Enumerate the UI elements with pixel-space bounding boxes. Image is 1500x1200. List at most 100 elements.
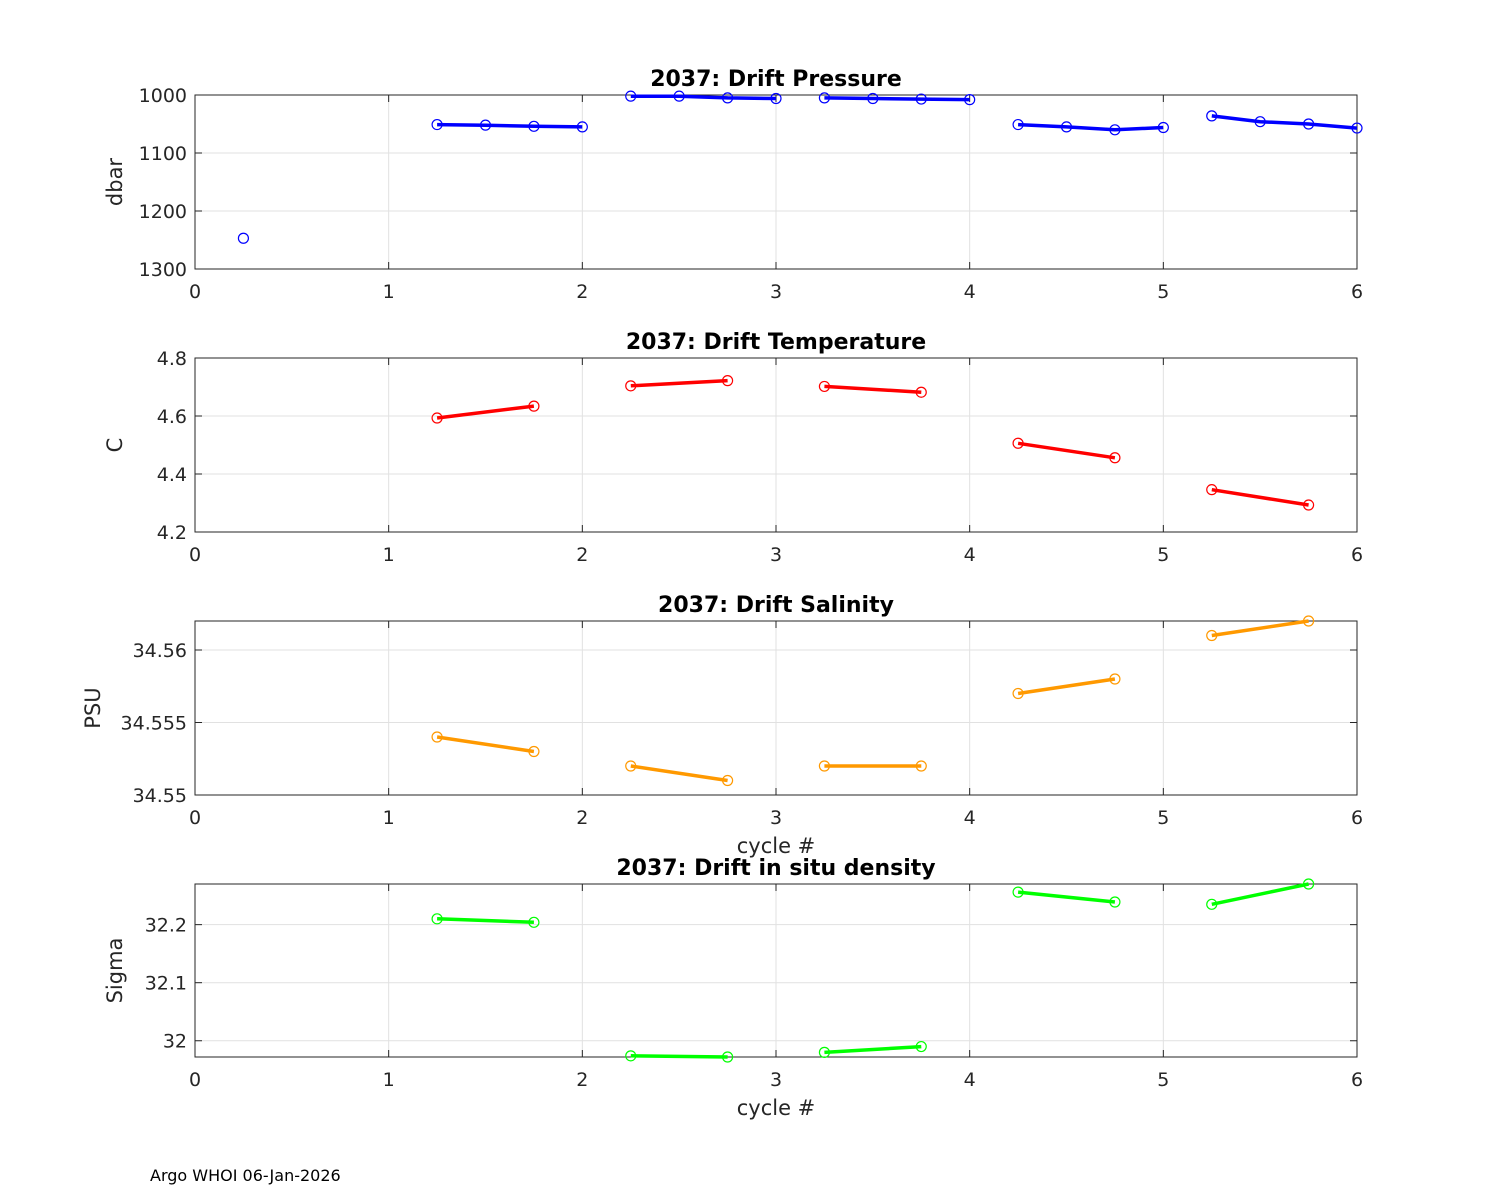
- x-tick-label: 1: [383, 281, 395, 303]
- data-point: [431, 731, 443, 743]
- chart-salinity: 0 1 2 3 4 5 6 34.55 34.555 34.56 2037: Drift Salin…: [81, 593, 1363, 858]
- x-tick-label: 1: [383, 544, 395, 566]
- y-tick-label: 32.1: [145, 973, 187, 995]
- data-point: [673, 90, 685, 102]
- chart-title: 2037: Drift Salinity: [658, 593, 894, 618]
- series-line: [1211, 619, 1309, 638]
- data-point: [1206, 898, 1218, 910]
- chart-temperature: 0 1 2 3 4 5 6 4.2 4.4 4.6 4.8 2037: Drift Temperatu…: [103, 330, 1363, 566]
- data-point: [1302, 878, 1315, 890]
- y-tick-label: 32: [163, 1031, 187, 1053]
- data-point: [431, 412, 443, 424]
- data-point: [528, 745, 540, 758]
- y-tick-label: 1100: [139, 143, 187, 165]
- x-tick-label: 5: [1157, 281, 1169, 303]
- series-line: [1211, 114, 1358, 130]
- data-point: [818, 1046, 831, 1058]
- footer-credit: Argo WHOI 06-Jan-2026: [150, 1166, 341, 1185]
- y-tick-label: 34.56: [133, 640, 187, 662]
- series-line: [1211, 487, 1309, 507]
- series-line: [1017, 890, 1116, 904]
- x-tick-label: 0: [189, 281, 201, 303]
- y-tick-label: 4.2: [157, 522, 187, 544]
- x-tick-label: 3: [770, 1069, 782, 1091]
- data-point: [721, 92, 734, 104]
- data-point: [770, 92, 782, 105]
- x-tick-label: 4: [964, 807, 976, 829]
- data-point: [625, 1050, 637, 1062]
- x-tick-label: 1: [383, 1069, 395, 1091]
- y-tick-label: 34.555: [121, 713, 187, 735]
- y-tick-label: 1300: [139, 259, 187, 281]
- x-tick-label: 6: [1351, 1069, 1363, 1091]
- data-point: [915, 760, 927, 772]
- data-point: [915, 1040, 927, 1053]
- x-tick-label: 4: [964, 281, 976, 303]
- data-point: [528, 120, 540, 132]
- data-point: [964, 94, 976, 106]
- data-point: [818, 380, 831, 393]
- y-tick-label: 4.6: [157, 406, 187, 428]
- data-point: [1302, 615, 1315, 627]
- data-point: [721, 774, 734, 787]
- data-point: [1302, 118, 1315, 130]
- y-tick-label: 4.8: [157, 348, 187, 370]
- data-point: [1351, 122, 1363, 134]
- data-point: [528, 916, 540, 928]
- series-line: [630, 94, 777, 101]
- data-point: [1206, 484, 1218, 496]
- x-tick-label: 0: [189, 1069, 201, 1091]
- y-tick-label: 32.2: [145, 915, 187, 937]
- data-point: [1012, 437, 1024, 449]
- y-axis-label: Sigma: [103, 938, 127, 1004]
- data-point: [576, 121, 588, 133]
- series-line: [1017, 441, 1116, 460]
- y-tick-label: 1200: [139, 201, 187, 223]
- chart-title: 2037: Drift in situ density: [616, 856, 935, 881]
- data-point: [1206, 629, 1218, 642]
- chart-title: 2037: Drift Temperature: [626, 330, 926, 355]
- data-point: [431, 118, 443, 131]
- x-tick-label: 3: [770, 544, 782, 566]
- x-tick-label: 2: [576, 1069, 588, 1091]
- y-axis-label: C: [103, 438, 127, 453]
- series-line: [630, 764, 728, 783]
- series-line: [630, 1054, 728, 1059]
- data-point: [625, 380, 637, 392]
- y-axis-label: dbar: [103, 158, 127, 207]
- data-point: [1254, 116, 1266, 128]
- chart-density: 0 1 2 3 4 5 6 32 32.1 32.2 2037: Drift in situ den…: [103, 856, 1363, 1120]
- x-tick-label: 0: [189, 544, 201, 566]
- x-tick-label: 2: [576, 807, 588, 829]
- x-tick-label: 5: [1157, 807, 1169, 829]
- series-line: [1018, 122, 1164, 132]
- series-line: [1211, 882, 1309, 907]
- x-tick-label: 5: [1157, 1069, 1169, 1091]
- series-line: [436, 735, 535, 754]
- x-tick-label: 4: [964, 544, 976, 566]
- x-tick-label: 3: [770, 281, 782, 303]
- chart-pressure: 0 1 2 3 4 5 6 1000 1100 1200 1300 2037: Drift Press…: [103, 67, 1363, 303]
- chart-title: 2037: Drift Pressure: [650, 67, 902, 92]
- x-tick-label: 6: [1351, 281, 1363, 303]
- series-line: [630, 378, 728, 388]
- series-line: [824, 384, 922, 394]
- y-tick-label: 1000: [139, 85, 187, 107]
- series-line: [1017, 677, 1116, 696]
- data-point: [1012, 118, 1024, 131]
- x-axis-label: cycle #: [737, 1096, 816, 1120]
- y-tick-label: 34.55: [133, 785, 187, 807]
- data-point: [915, 93, 927, 105]
- x-tick-label: 2: [576, 281, 588, 303]
- data-point: [721, 1051, 734, 1063]
- data-point: [625, 760, 637, 772]
- x-tick-label: 6: [1351, 807, 1363, 829]
- y-tick-label: 4.4: [157, 464, 187, 486]
- data-point: [1012, 886, 1024, 898]
- x-axis-label: cycle #: [737, 834, 816, 858]
- data-point: [1109, 452, 1121, 464]
- x-tick-label: 5: [1157, 544, 1169, 566]
- x-tick-label: 3: [770, 807, 782, 829]
- y-axis-label: PSU: [81, 687, 105, 728]
